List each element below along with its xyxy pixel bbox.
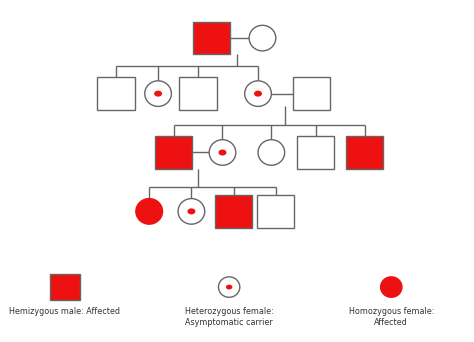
Ellipse shape: [145, 81, 172, 106]
Ellipse shape: [154, 91, 162, 97]
FancyBboxPatch shape: [155, 136, 192, 169]
FancyBboxPatch shape: [97, 78, 135, 110]
FancyBboxPatch shape: [215, 195, 252, 227]
Ellipse shape: [249, 25, 276, 51]
FancyBboxPatch shape: [193, 22, 230, 54]
Ellipse shape: [254, 91, 262, 97]
FancyBboxPatch shape: [179, 78, 217, 110]
FancyBboxPatch shape: [292, 78, 330, 110]
FancyBboxPatch shape: [346, 136, 383, 169]
Ellipse shape: [258, 140, 285, 165]
FancyBboxPatch shape: [50, 274, 80, 300]
Ellipse shape: [219, 149, 227, 156]
Ellipse shape: [226, 285, 232, 289]
Ellipse shape: [136, 199, 163, 224]
Ellipse shape: [187, 208, 195, 214]
Ellipse shape: [245, 81, 271, 106]
Ellipse shape: [178, 199, 205, 224]
FancyBboxPatch shape: [257, 195, 294, 227]
Text: Homozygous female:
Affected: Homozygous female: Affected: [348, 307, 434, 327]
Ellipse shape: [381, 277, 402, 297]
Ellipse shape: [209, 140, 236, 165]
Ellipse shape: [219, 277, 240, 297]
Text: Hemizygous male: Affected: Hemizygous male: Affected: [9, 307, 120, 316]
Text: Heterozygous female:
Asymptomatic carrier: Heterozygous female: Asymptomatic carrie…: [185, 307, 273, 327]
FancyBboxPatch shape: [297, 136, 335, 169]
